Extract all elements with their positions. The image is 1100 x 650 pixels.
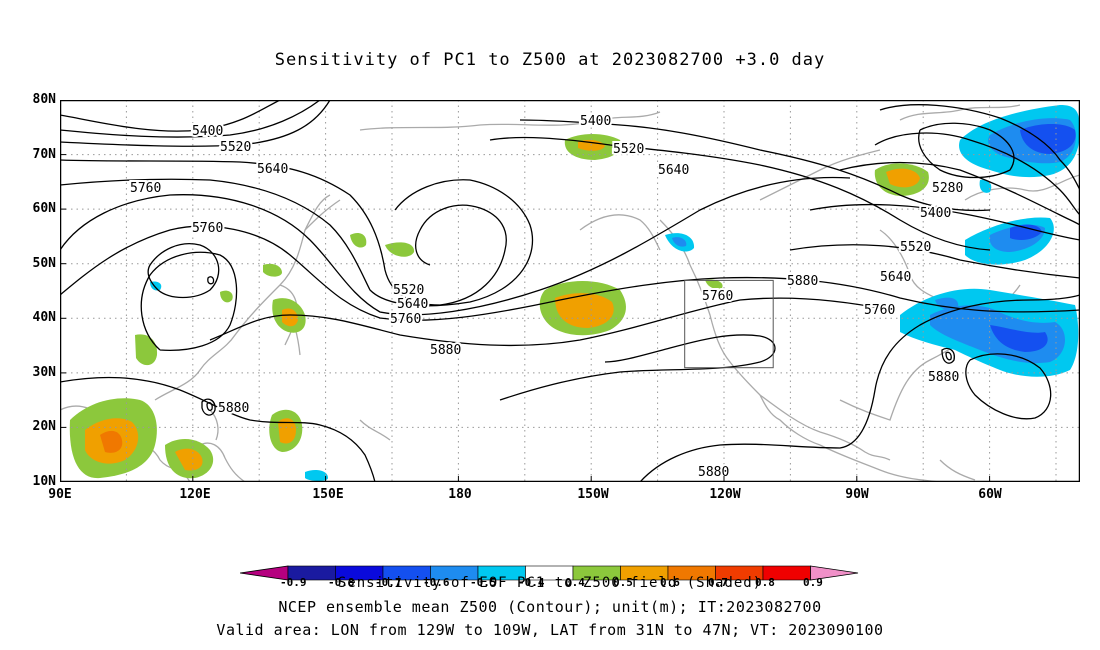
colorbar-tick-label: -0.8 (328, 576, 355, 589)
contour-label-5400: 5400 (920, 206, 951, 221)
contour-label-5640: 5640 (257, 162, 288, 177)
lon-label-150w: 150W (577, 487, 609, 502)
contour-label-5880: 5880 (928, 370, 959, 385)
lon-label-120w: 120W (709, 487, 741, 502)
colorbar-title: Sensitivity of EOF PC1 to Z500 field (Sh… (337, 575, 763, 591)
lat-label-60n: 60N (32, 201, 56, 216)
lat-label-50n: 50N (32, 256, 56, 271)
contour-label-5520: 5520 (393, 283, 424, 298)
lon-label-120e: 120E (179, 487, 211, 502)
contour-label-5880: 5880 (430, 343, 461, 358)
map-panel: 5400 5520 5640 5760 5760 5400 5520 5640 … (60, 100, 1080, 482)
contour-label-5640: 5640 (658, 163, 689, 178)
lat-label-80n: 80N (32, 92, 56, 107)
lat-label-70n: 70N (32, 147, 56, 162)
valid-area-box (684, 279, 774, 369)
contour-label-5880: 5880 (698, 465, 729, 480)
contour-label-5760: 5760 (130, 181, 161, 196)
contour-label-5520: 5520 (900, 240, 931, 255)
map-frame (60, 100, 1080, 482)
lat-label-30n: 30N (32, 365, 56, 380)
colorbar-tick-label: -0.7 (375, 576, 402, 589)
contour-label-5640: 5640 (880, 270, 911, 285)
contour-label-5880: 5880 (218, 401, 249, 416)
contour-label-5880: 5880 (787, 274, 818, 289)
contour-label-5520: 5520 (220, 140, 251, 155)
contour-label-5760: 5760 (702, 289, 733, 304)
lat-label-10n: 10N (32, 474, 56, 489)
contour-label-5400: 5400 (192, 124, 223, 139)
lat-label-20n: 20N (32, 419, 56, 434)
footer-line-2: Valid area: LON from 129W to 109W, LAT f… (216, 621, 884, 639)
colorbar (240, 565, 859, 581)
lat-label-40n: 40N (32, 310, 56, 325)
colorbar-high-extension (810, 565, 859, 581)
contour-label-5760: 5760 (192, 221, 223, 236)
contour-label-5280: 5280 (932, 181, 963, 196)
lon-label-180: 180 (448, 487, 472, 502)
axis-ticks (60, 154, 991, 482)
colorbar-tick-label: 0.7 (708, 576, 728, 589)
colorbar-tick-label: -0.9 (280, 576, 307, 589)
lon-label-60w: 60W (978, 487, 1002, 502)
plot-title: Sensitivity of PC1 to Z500 at 2023082700… (274, 50, 826, 70)
contour-label-5520: 5520 (613, 142, 644, 157)
colorbar-tick-label: 0.6 (660, 576, 680, 589)
colorbar-tick-label: 0.4 (565, 576, 585, 589)
contour-label-5760: 5760 (390, 312, 421, 327)
colorbar-tick-label: 0.5 (613, 576, 633, 589)
contour-label-5760: 5760 (864, 303, 895, 318)
colorbar-tick-label: -0.5 (470, 576, 497, 589)
contour-label-5640: 5640 (397, 297, 428, 312)
lon-label-150e: 150E (312, 487, 344, 502)
colorbar-tick-label: -0.6 (423, 576, 450, 589)
z500-contours (60, 100, 1080, 482)
contour-label-5400: 5400 (580, 114, 611, 129)
colorbar-tick-label: 0.9 (803, 576, 823, 589)
footer-line-1: NCEP ensemble mean Z500 (Contour); unit(… (278, 598, 822, 616)
lon-label-90w: 90W (845, 487, 869, 502)
lon-label-90e: 90E (48, 487, 72, 502)
contour-labels: 5400 5520 5640 5760 5760 5400 5520 5640 … (128, 112, 965, 482)
colorbar-tick-label: -0.4 (518, 576, 545, 589)
colorbar-tick-label: 0.8 (755, 576, 775, 589)
